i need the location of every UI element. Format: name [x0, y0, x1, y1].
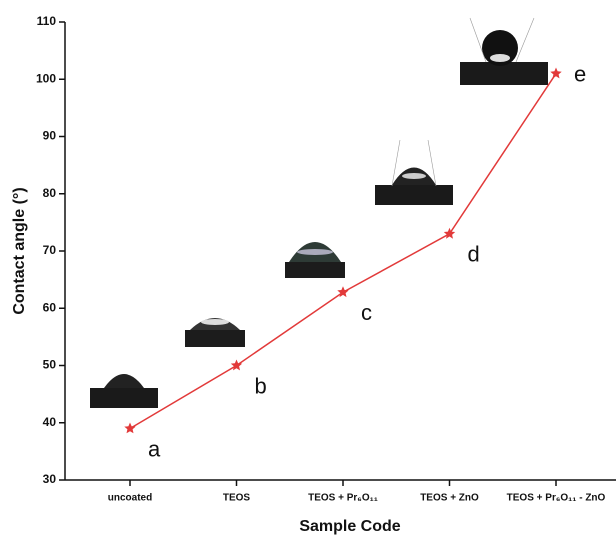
chart: Sample Code Contact angle (°) 30 40 50 60 70… [0, 0, 616, 536]
annotation: e [574, 61, 586, 86]
y-tick-label: 70 [43, 243, 57, 257]
y-axis-label: Contact angle (°) [11, 187, 28, 314]
point [124, 423, 135, 434]
y-tick-label: 110 [37, 14, 57, 28]
annotation: b [255, 373, 267, 398]
x-axis-label: Sample Code [299, 518, 400, 535]
y-tick-label: 100 [36, 71, 56, 85]
y-tick-label: 30 [43, 472, 57, 486]
y-tick-label: 50 [43, 358, 57, 372]
series-line [130, 74, 556, 429]
point [231, 360, 242, 371]
x-tick-label: TEOS + ZnO [420, 493, 479, 504]
annotation: a [148, 436, 161, 461]
y-tick-label: 90 [43, 129, 57, 143]
annotation: c [361, 300, 372, 325]
annotation: d [468, 242, 480, 267]
x-tick-label: uncoated [108, 493, 152, 504]
y-tick-label: 60 [43, 300, 57, 314]
point [444, 228, 455, 239]
x-tick-label: TEOS + Pr₆O₁₁ [308, 493, 378, 504]
point [550, 68, 561, 79]
droplet-images [90, 18, 548, 408]
y-tick-label: 80 [43, 186, 57, 200]
y-tick-label: 40 [43, 415, 57, 429]
x-tick-label: TEOS + Pr₆O₁₁ - ZnO [507, 493, 606, 504]
x-tick-label: TEOS [223, 493, 251, 504]
